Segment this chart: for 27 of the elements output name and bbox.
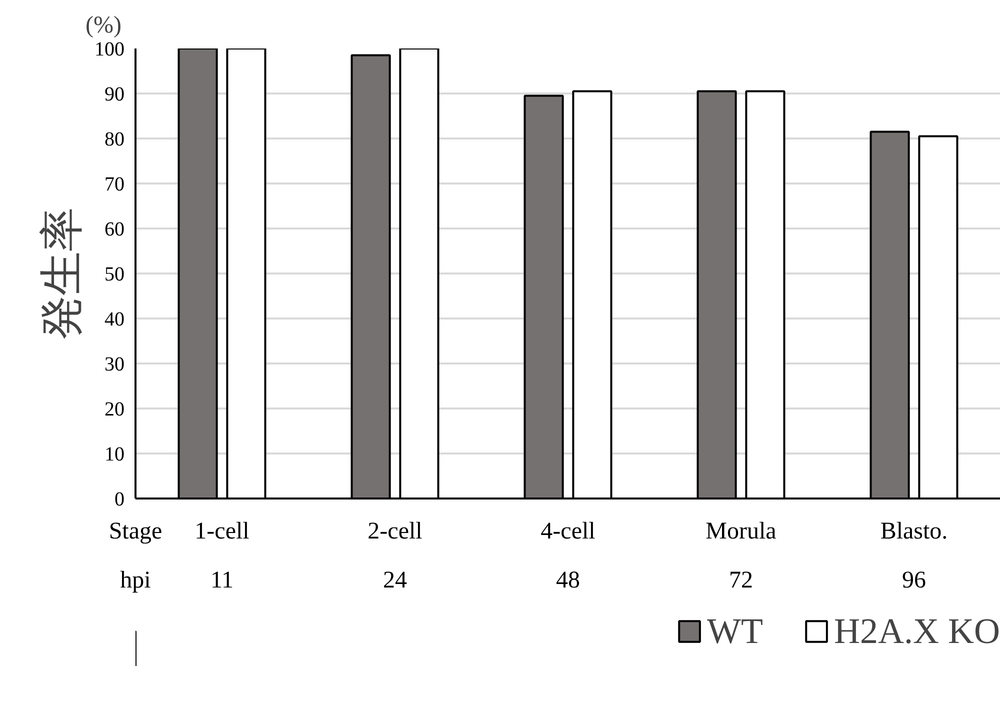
- x-tick-label: 2-cell: [368, 518, 423, 544]
- y-axis-title: 発生率: [38, 208, 86, 340]
- y-tick-label: 10: [104, 444, 124, 466]
- y-tick-label: 40: [104, 308, 124, 330]
- text: Stage: [108, 518, 162, 544]
- y-tick-label: 70: [104, 174, 124, 196]
- y-tick-label: 20: [104, 398, 124, 420]
- y-tick-label: 80: [104, 128, 124, 150]
- text: hpi: [120, 568, 152, 594]
- y-tick-label: 60: [104, 218, 124, 240]
- y-tick-label: 100: [94, 38, 124, 60]
- legend-label: WT: [707, 610, 763, 652]
- y-tick-label: 30: [104, 354, 124, 376]
- legend-label: H2A.X KO: [834, 610, 1000, 652]
- y-tick-label: 0: [114, 488, 124, 510]
- text: 96: [902, 568, 926, 594]
- text: 11: [210, 568, 234, 594]
- text: 72: [729, 568, 753, 594]
- x-tick-label: Blasto.: [880, 518, 948, 544]
- x-tick-label: 1-cell: [194, 518, 250, 544]
- x-tick-label: 4-cell: [540, 518, 596, 544]
- y-tick-label: 90: [104, 84, 124, 106]
- text: (%): [86, 12, 122, 38]
- text: 48: [556, 568, 580, 594]
- y-tick-label: 50: [104, 264, 124, 286]
- text: 24: [383, 568, 407, 594]
- x-tick-label: Morula: [706, 518, 777, 544]
